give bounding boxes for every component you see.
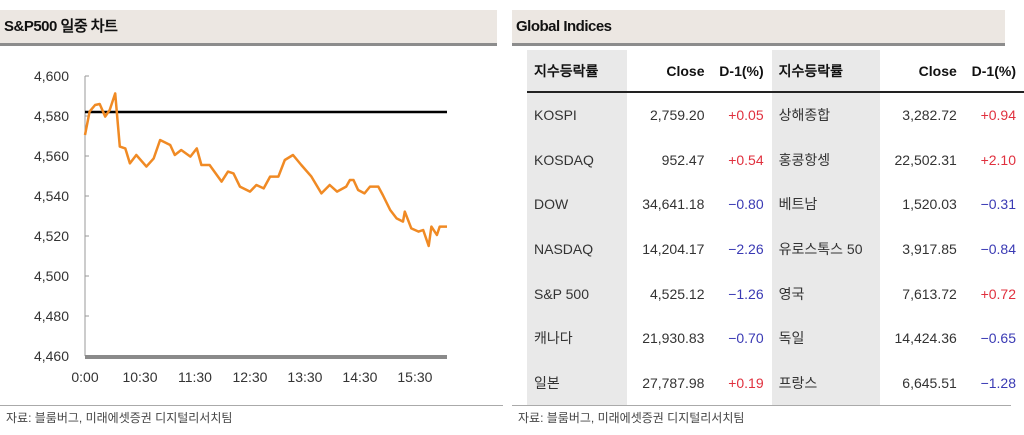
index-name: 프랑스 xyxy=(771,360,880,406)
change-value: −0.80 xyxy=(728,196,764,213)
x-tick-label: 10:30 xyxy=(122,369,157,385)
index-name: 베트남 xyxy=(771,182,880,227)
y-tick-label: 4,560 xyxy=(34,148,69,164)
table-row: DOW 34,641.18 −0.80 베트남 1,520.03 −0.31 xyxy=(527,182,1024,227)
close-value: 27,787.98 xyxy=(642,374,705,391)
change-value: +0.05 xyxy=(728,107,764,124)
y-tick-label: 4,580 xyxy=(34,108,69,124)
close-value: 14,424.36 xyxy=(894,330,957,347)
index-name: 일본 xyxy=(527,360,628,406)
x-tick-label: 14:30 xyxy=(342,369,377,385)
change-value: −0.84 xyxy=(980,241,1016,258)
change-value: +0.54 xyxy=(728,151,764,168)
x-tick-label: 12:30 xyxy=(232,369,267,385)
close-value: 3,917.85 xyxy=(902,241,957,258)
column-header: D-1(%) xyxy=(956,50,1024,93)
index-name: KOSDAQ xyxy=(527,137,628,183)
y-tick-label: 4,520 xyxy=(34,228,69,244)
x-tick-label: 0:00 xyxy=(71,369,98,385)
close-value: 1,520.03 xyxy=(902,196,957,213)
close-value: 14,204.17 xyxy=(642,241,705,258)
table-row: S&P 500 4,525.12 −1.26 영국 7,613.72 +0.72 xyxy=(527,271,1024,316)
y-tick-label: 4,600 xyxy=(34,68,69,84)
table-row: KOSDAQ 952.47 +0.54 홍콩항셍 22,502.31 +2.10 xyxy=(527,137,1024,183)
close-value: 3,282.72 xyxy=(902,107,957,124)
change-value: −2.26 xyxy=(728,241,764,258)
x-tick-label: 11:30 xyxy=(178,369,212,385)
column-header: Close xyxy=(879,50,957,93)
close-value: 34,641.18 xyxy=(642,196,705,213)
index-name: KOSPI xyxy=(527,92,628,138)
index-name: 캐나다 xyxy=(527,315,628,361)
sp500-series-line xyxy=(83,92,447,248)
column-header: D-1(%) xyxy=(704,50,772,93)
sp500-intraday-chart: 4,600 4,580 4,560 4,540 4,520 4,500 4,480 4,460… xyxy=(34,68,447,385)
table-row: NASDAQ 14,204.17 −2.26 유로스톡스 50 3,917.85 −0.8… xyxy=(527,226,1024,272)
index-name: DOW xyxy=(527,182,628,227)
y-tick-label: 4,500 xyxy=(34,268,69,284)
change-value: −1.28 xyxy=(980,374,1016,391)
table-row: 캐나다 21,930.83 −0.70 독일 14,424.36 −0.65 xyxy=(527,315,1024,361)
x-tick-label: 15:30 xyxy=(397,369,432,385)
table-row: KOSPI 2,759.20 +0.05 상해종합 3,282.72 +0.94 xyxy=(527,92,1024,138)
index-name: 영국 xyxy=(771,271,880,316)
change-value: +2.10 xyxy=(980,151,1016,168)
index-name: NASDAQ xyxy=(527,226,628,272)
column-header: Close xyxy=(627,50,705,93)
table-panel-title: Global Indices xyxy=(512,10,1005,46)
close-value: 6,645.51 xyxy=(902,374,957,391)
change-value: −1.26 xyxy=(728,285,764,302)
index-name: 상해종합 xyxy=(771,92,880,138)
index-name: S&P 500 xyxy=(527,271,628,316)
x-tick-label: 13:30 xyxy=(287,369,322,385)
close-value: 21,930.83 xyxy=(642,330,705,347)
chart-panel-title: S&P500 일중 차트 xyxy=(0,10,497,46)
close-value: 4,525.12 xyxy=(649,285,705,302)
column-header: 지수등락률 xyxy=(527,50,628,93)
change-value: +0.94 xyxy=(980,107,1016,124)
change-value: −0.65 xyxy=(980,330,1016,347)
y-tick-label: 4,540 xyxy=(34,188,69,204)
change-value: −0.70 xyxy=(728,330,764,347)
change-value: +0.19 xyxy=(728,374,764,391)
index-name: 홍콩항셍 xyxy=(771,137,880,183)
close-value: 2,759.20 xyxy=(649,107,705,124)
table-row: 일본 27,787.98 +0.19 프랑스 6,645.51 −1.28 xyxy=(527,360,1024,406)
y-tick-label: 4,480 xyxy=(34,308,69,324)
column-header: 지수등락률 xyxy=(771,50,880,93)
global-indices-table: 지수등락률 Close D-1(%) 지수등락률 Close D-1(%) KOSPI 2,… xyxy=(527,50,1024,406)
index-name: 유로스톡스 50 xyxy=(771,226,880,272)
change-value: +0.72 xyxy=(980,285,1016,302)
y-tick-label: 4,460 xyxy=(34,348,69,364)
chart-source: 자료: 블룸버그, 미래에셋증권 디지털리서치팀 xyxy=(0,405,503,435)
close-value: 952.47 xyxy=(661,151,705,168)
table-source: 자료: 블룸버그, 미래에셋증권 디지털리서치팀 xyxy=(512,405,1011,435)
close-value: 22,502.31 xyxy=(894,151,957,168)
close-value: 7,613.72 xyxy=(902,285,957,302)
index-name: 독일 xyxy=(771,315,880,361)
change-value: −0.31 xyxy=(980,196,1016,213)
